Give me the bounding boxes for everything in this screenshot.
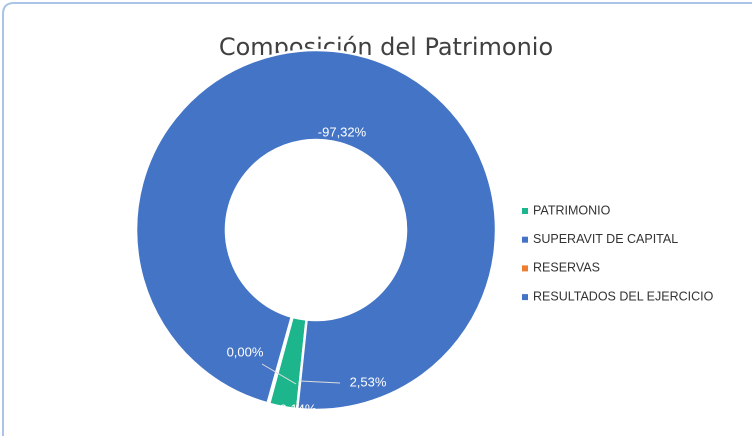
leader-line	[261, 363, 297, 385]
data-label: -97,32%	[318, 124, 367, 139]
legend-swatch	[522, 208, 528, 214]
legend-swatch	[522, 294, 528, 301]
legend-swatch	[522, 236, 528, 243]
legend-label: SUPERAVIT DE CAPITAL	[533, 232, 678, 246]
legend-label: PATRIMONIO	[533, 203, 611, 217]
data-label: 0,14%	[280, 401, 317, 416]
legend-label: RESULTADOS DEL EJERCICIO	[533, 289, 714, 303]
leader-line	[299, 380, 341, 384]
legend-swatch	[522, 265, 528, 272]
data-label: 0,00%	[227, 344, 264, 359]
legend-label: RESERVAS	[533, 261, 600, 275]
donut-segment	[134, 48, 498, 412]
data-label: 2,53%	[350, 374, 387, 389]
